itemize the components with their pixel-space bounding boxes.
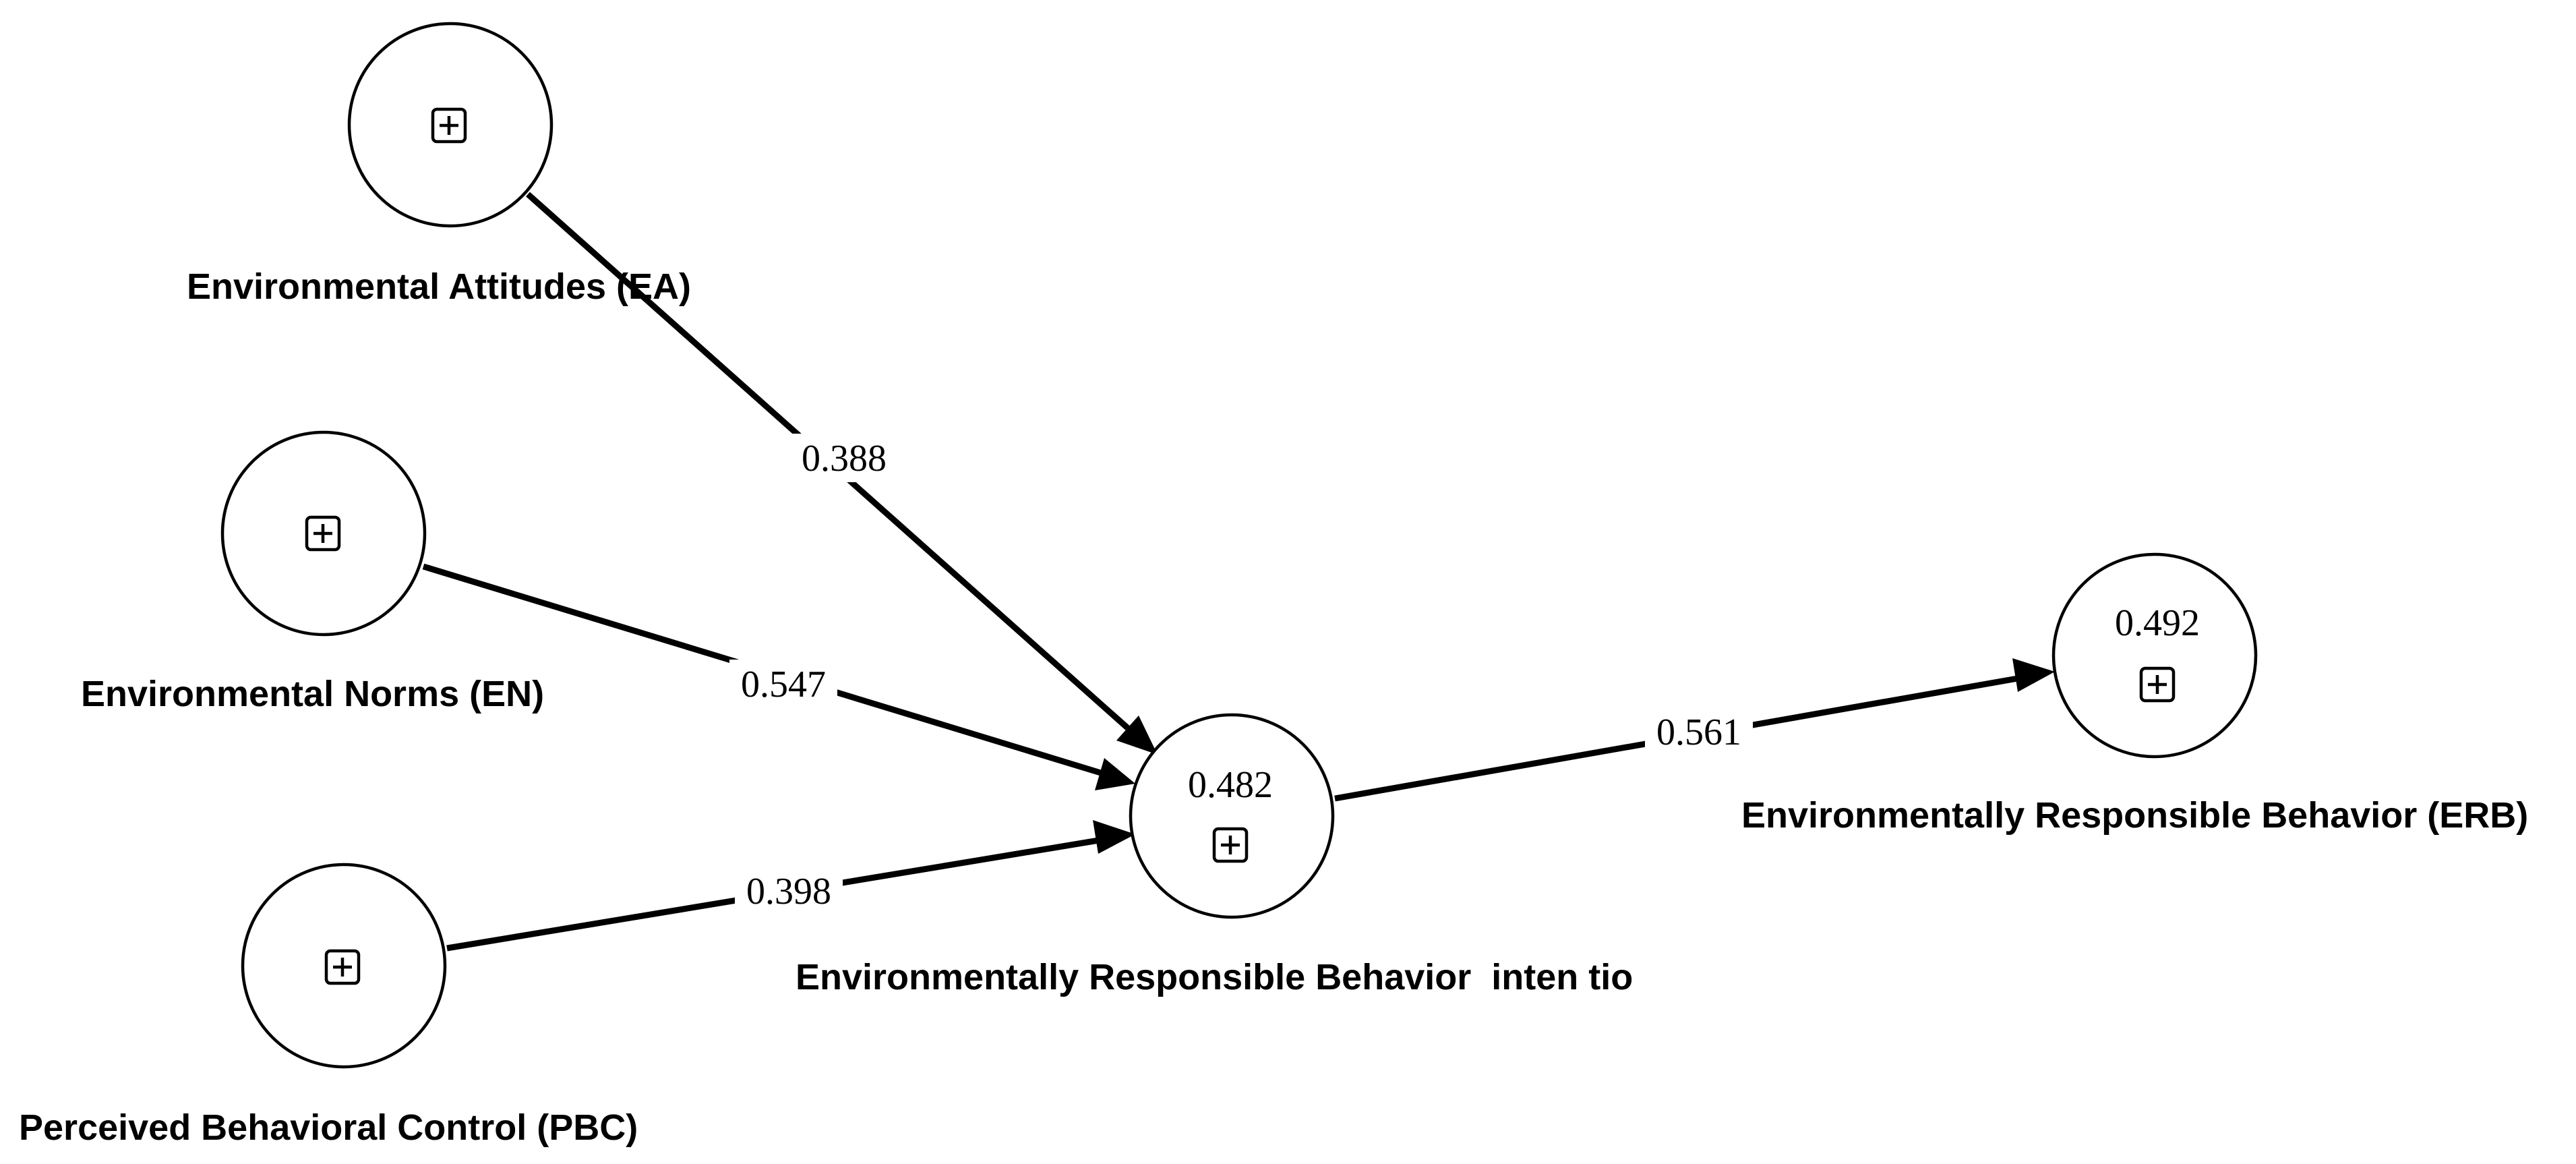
- coefficient-value: 0.398: [746, 871, 831, 912]
- coefficient-value: 0.561: [1656, 711, 1741, 753]
- node-en[interactable]: [220, 430, 427, 637]
- construct-circle[interactable]: [1129, 713, 1335, 919]
- construct-circle[interactable]: [2051, 552, 2258, 759]
- r-squared-value: 0.492: [2115, 602, 2200, 644]
- node-erb[interactable]: 0.492: [2051, 552, 2258, 759]
- node-erbi[interactable]: 0.482: [1129, 713, 1335, 919]
- r-squared-value: 0.482: [1188, 764, 1273, 806]
- node-pbc[interactable]: [241, 863, 447, 1069]
- path-coefficient-erbi-erb: 0.561: [1645, 708, 1753, 757]
- plus-in-box-icon[interactable]: [2139, 666, 2176, 703]
- construct-label-ea: Environmental Attitudes (EA): [187, 266, 691, 307]
- path-coefficient-ea-erbi: 0.388: [790, 434, 898, 482]
- construct-label-erbi: Environmentally Responsible Behavior int…: [796, 957, 1633, 997]
- path-coefficient-pbc-erbi: 0.398: [735, 867, 843, 916]
- coefficient-value: 0.547: [741, 664, 826, 705]
- path-coefficient-en-erbi: 0.547: [729, 660, 837, 708]
- construct-label-en: Environmental Norms (EN): [81, 674, 544, 714]
- construct-label-erb: Environmentally Responsible Behavior (ER…: [1741, 795, 2528, 836]
- construct-label-pbc: Perceived Behavioral Control (PBC): [19, 1107, 638, 1148]
- node-ea[interactable]: [347, 22, 553, 228]
- coefficient-value: 0.388: [802, 438, 887, 479]
- plus-in-box-icon[interactable]: [1212, 827, 1249, 863]
- plus-in-box-icon[interactable]: [431, 107, 467, 144]
- plus-in-box-icon[interactable]: [324, 949, 361, 985]
- plus-in-box-icon[interactable]: [305, 515, 341, 552]
